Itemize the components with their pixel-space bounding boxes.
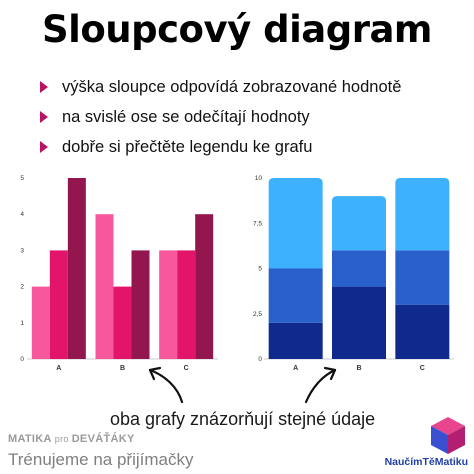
- cube-logo-icon: [431, 417, 465, 454]
- bullet-item: výška sloupce odpovídá zobrazované hodno…: [38, 72, 401, 102]
- brand-devataky: DEVÁŤÁKY: [71, 433, 135, 445]
- bar: [95, 214, 114, 359]
- x-tick-label: B: [356, 365, 361, 372]
- bar: [113, 286, 132, 359]
- y-tick-label: 3: [20, 247, 24, 254]
- y-tick-label: 5: [20, 175, 24, 182]
- y-tick-label: 4: [20, 211, 24, 218]
- x-tick-label: A: [293, 365, 298, 372]
- bullet-item: na svislé ose se odečítají hodnoty: [38, 102, 401, 132]
- caption: oba grafy znázorňují stejné údaje: [110, 409, 376, 429]
- bullet-item: dobře si přečtěte legendu ke grafu: [38, 132, 401, 162]
- x-tick-label: B: [120, 365, 125, 372]
- y-tick-label: 1: [20, 320, 24, 327]
- bar-segment: [395, 178, 450, 251]
- bullet-triangle-icon: [40, 111, 48, 123]
- y-tick-label: 10: [255, 175, 263, 182]
- bullet-text: dobře si přečtěte legendu ke grafu: [62, 138, 313, 156]
- bar-segment: [332, 286, 386, 359]
- bar-segment: [268, 178, 323, 269]
- bar-segment: [395, 250, 450, 305]
- bar: [159, 250, 178, 359]
- y-tick-label: 7,5: [253, 220, 262, 227]
- arrow-icon: [148, 366, 184, 404]
- bar-segment: [332, 250, 386, 287]
- y-tick-label: 2,5: [253, 311, 262, 318]
- bar-segment: [268, 268, 323, 323]
- bullet-triangle-icon: [40, 81, 48, 93]
- y-tick-label: 0: [258, 356, 262, 363]
- page-title: Sloupcový diagram: [42, 8, 432, 51]
- bar-segment: [332, 196, 386, 251]
- bullet-text: na svislé ose se odečítají hodnoty: [62, 108, 310, 126]
- y-tick-label: 2: [20, 284, 24, 291]
- bar: [49, 250, 68, 359]
- brand-slogan: Trénujeme na přijímačky: [8, 450, 194, 469]
- brand-logo-text: NaučímTěMatiku: [384, 456, 468, 468]
- bar: [177, 250, 196, 359]
- bar: [31, 286, 50, 359]
- brand-pro: pro: [54, 434, 69, 444]
- brand-matika: MATIKA: [8, 433, 52, 445]
- x-tick-label: A: [56, 365, 61, 372]
- bar: [195, 214, 214, 359]
- bar: [67, 178, 86, 359]
- y-tick-label: 5: [258, 266, 262, 273]
- x-tick-label: C: [184, 365, 189, 372]
- bullet-list: výška sloupce odpovídá zobrazované hodno…: [38, 72, 401, 162]
- bar: [131, 250, 150, 359]
- x-tick-label: C: [420, 365, 425, 372]
- bar-segment: [268, 322, 323, 359]
- bar-segment: [395, 304, 450, 359]
- bullet-text: výška sloupce odpovídá zobrazované hodno…: [62, 78, 402, 96]
- arrow-icon: [304, 366, 337, 404]
- brand-tagline: MATIKA pro DEVÁŤÁKY: [8, 433, 135, 445]
- y-tick-label: 0: [20, 356, 24, 363]
- bullet-triangle-icon: [40, 141, 48, 153]
